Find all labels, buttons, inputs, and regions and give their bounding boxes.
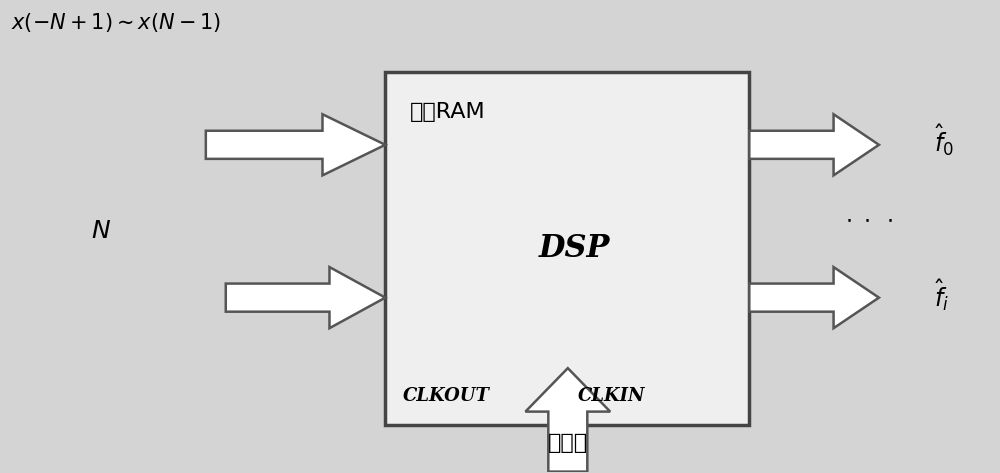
Text: $\cdot\ \cdot\ \cdot$: $\cdot\ \cdot\ \cdot$ xyxy=(845,210,893,230)
Polygon shape xyxy=(749,114,879,175)
Text: $N$: $N$ xyxy=(91,220,111,243)
Text: 内部RAM: 内部RAM xyxy=(410,103,486,123)
Polygon shape xyxy=(206,114,385,175)
Polygon shape xyxy=(525,368,610,472)
Text: 主时钟: 主时钟 xyxy=(548,433,588,453)
Polygon shape xyxy=(226,267,385,328)
Text: $\hat{f}_i$: $\hat{f}_i$ xyxy=(934,278,949,313)
Text: $\hat{f}_0$: $\hat{f}_0$ xyxy=(934,123,954,158)
Text: CLKIN: CLKIN xyxy=(578,387,646,405)
Text: DSP: DSP xyxy=(539,233,610,264)
Text: CLKOUT: CLKOUT xyxy=(403,387,490,405)
Text: $x(-N+1){\sim}x(N-1)$: $x(-N+1){\sim}x(N-1)$ xyxy=(11,11,222,34)
Polygon shape xyxy=(749,267,879,328)
Bar xyxy=(385,72,749,425)
